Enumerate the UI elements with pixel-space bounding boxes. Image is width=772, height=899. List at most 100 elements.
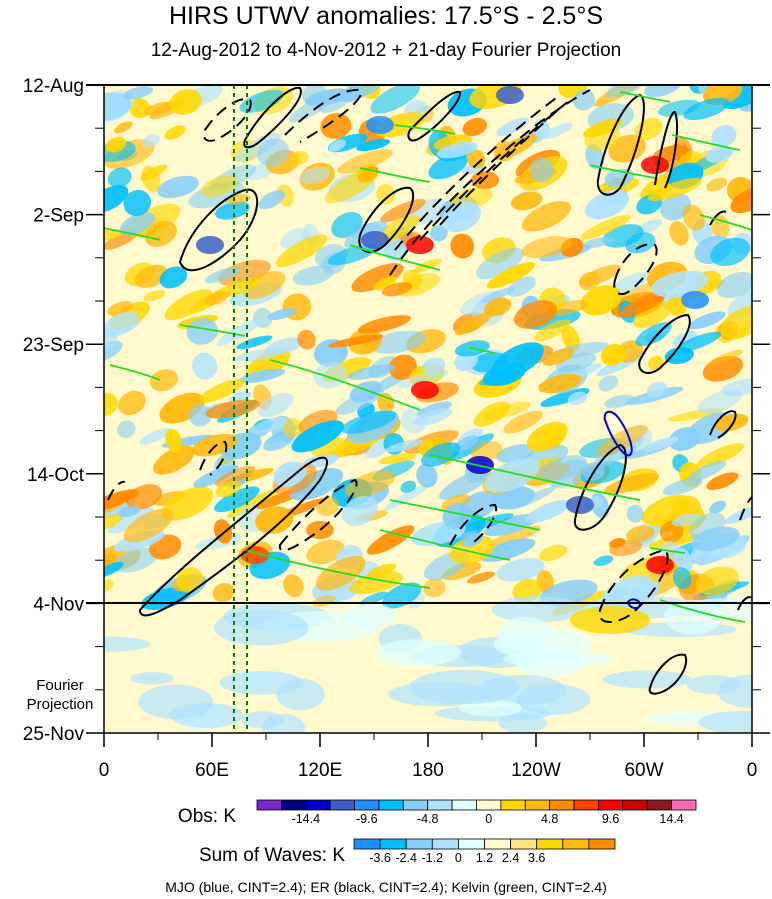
anomaly-blob [117,506,141,518]
anomaly-blob [104,579,114,593]
colorbar-swatch [378,799,404,811]
anomaly-blob [204,266,241,284]
anomaly-blob [620,291,667,318]
anomaly-blob [215,201,250,220]
anomaly-peak [196,236,224,254]
kelvin-contour [699,214,752,231]
kelvin-contour [244,549,431,589]
obs-colorbar-label: Obs: K [178,806,236,827]
anomaly-blob [275,234,328,268]
anomaly-blob [216,318,262,346]
anomaly-blob [169,89,202,115]
anomaly-blob [104,311,139,336]
anomaly-blob [325,168,379,204]
colorbar-swatch [256,799,282,811]
anomaly-blob [255,506,294,534]
mjo-contour [603,410,633,457]
x-tick-label: 0 [99,760,110,781]
projection-blob [459,699,523,717]
anomaly-blob [689,512,726,541]
anomaly-blob [669,221,689,246]
anomaly-blob [320,113,352,139]
anomaly-blob [671,495,701,519]
projection-label-line2: Projection [27,696,94,713]
waves-colorbar: -3.6 -2.4 -1.2 0 1.2 2.4 3.6 [353,838,616,865]
anomaly-peak [406,236,434,254]
anomaly-blob [580,285,622,316]
colorbar-swatch [671,799,697,811]
anomaly-blob [373,276,397,291]
anomaly-blob [357,315,411,334]
anomaly-blob [541,122,573,140]
anomaly-blob [449,535,495,565]
anomaly-blob [388,354,417,380]
anomaly-blob [107,167,132,188]
anomaly-blob [397,370,449,388]
kelvin-contour [469,347,496,354]
anomaly-blob [370,330,427,354]
anomaly-blob [104,228,123,242]
projection-blob [602,670,692,689]
anomaly-blob [273,461,307,487]
anomaly-blob [215,480,241,498]
anomaly-blob [526,421,568,452]
anomaly-blob [107,506,154,534]
anomaly-blob [598,375,619,392]
kelvin-contour [394,124,456,135]
colorbar-swatch [431,838,459,850]
anomaly-blob [156,175,200,199]
colorbar-swatch [457,838,485,850]
anomaly-blob [214,455,236,474]
anomaly-blob [400,480,416,493]
anomaly-blob [714,413,749,432]
anomaly-blob [104,514,122,531]
anomaly-blob [282,418,303,438]
x-tick-label: 120W [511,760,561,781]
colorbar-tick-label: 14.4 [659,812,683,826]
projection-blob [664,599,722,635]
kelvin-contour [379,529,511,561]
anomaly-blob [651,270,709,298]
anomaly-blob [483,297,512,317]
er-contour [613,243,658,296]
anomaly-blob [421,442,461,467]
colorbar-swatch [500,799,526,811]
anomaly-blob [118,390,146,416]
anomaly-blob [706,472,739,491]
anomaly-blob [668,427,701,452]
colorbar-swatch [402,799,429,811]
anomaly-blob [165,428,183,454]
projection-blob [570,606,650,634]
anomaly-blob [697,389,743,415]
anomaly-blob [683,97,730,121]
anomaly-blob [672,567,692,590]
anomaly-peak [471,171,499,189]
projection-blob [241,711,283,729]
colorbar-tick-label: -4.8 [417,812,439,826]
er-contour [284,88,363,143]
anomaly-blob [188,404,212,427]
x-tick-label: 180 [412,760,444,781]
anomaly-blob [521,200,572,232]
anomaly-blob [491,342,544,379]
anomaly-blob [164,289,213,321]
anomaly-blob [503,410,543,434]
anomaly-blob [510,191,543,211]
anomaly-blob [384,439,424,453]
kelvin-contour [589,164,656,179]
anomaly-blob [423,578,446,598]
er-contour [739,495,752,521]
anomaly-blob [304,88,351,106]
anomaly-blob [306,539,345,564]
er-contour [638,313,691,375]
anomaly-blob [593,555,614,567]
kelvin-contour [619,91,671,103]
anomaly-blob [113,121,133,134]
er-contour [596,93,645,196]
colorbar-tick-label: 2.4 [502,851,519,865]
projection-blob [219,671,304,695]
x-tick-label: 60W [624,760,663,781]
anomaly-blob [291,150,309,165]
anomaly-blob [226,488,280,518]
anomaly-blob [381,282,413,297]
